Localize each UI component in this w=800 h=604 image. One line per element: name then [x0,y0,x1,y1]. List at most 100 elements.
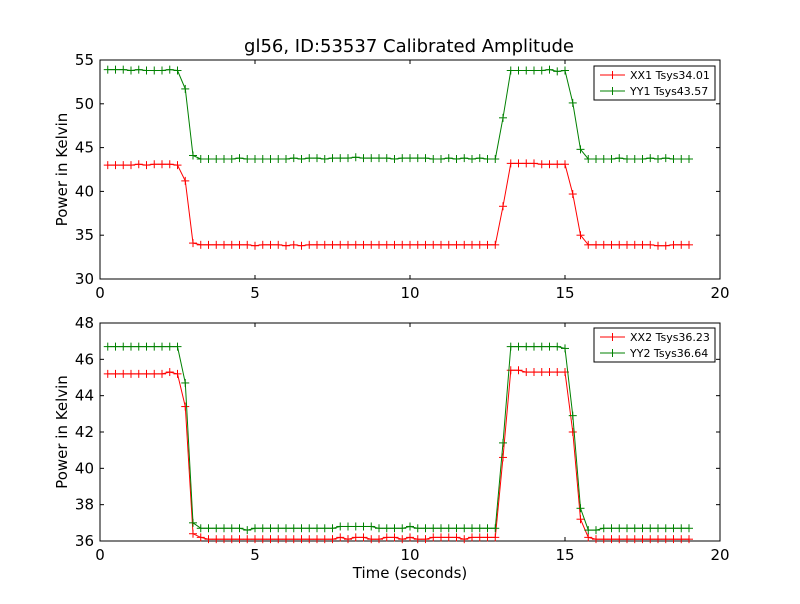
data-point [592,154,600,163]
y-tick-label: 40 [75,459,94,477]
data-point [235,535,244,544]
data-point [220,535,228,544]
data-point [514,159,523,168]
data-point [592,526,600,535]
data-point [274,524,283,533]
data-point [584,526,593,535]
data-point [127,342,135,351]
x-tick-label: 0 [95,284,105,302]
data-point [406,522,414,531]
data-point [251,524,259,533]
data-point [134,65,143,74]
data-point [669,535,678,544]
data-point [421,524,430,533]
data-point [258,154,267,163]
data-point [615,240,624,249]
data-point [530,66,538,75]
data-point [460,524,469,533]
chart-title: gl56, ID:53537 Calibrated Amplitude [244,36,574,57]
legend: XX1 Tsys34.01 YY1 Tsys43.57 [593,65,716,101]
data-point [235,154,244,163]
data-point [506,159,515,168]
data-point [150,66,159,75]
data-point [196,533,205,542]
data-point [491,533,500,542]
data-point [142,342,151,351]
data-point [390,154,399,163]
data-point [305,535,314,544]
data-point [568,428,577,436]
data-point [607,154,616,163]
data-point [227,240,236,249]
data-point [537,160,546,169]
data-point [142,161,151,170]
data-point [274,240,283,249]
y-tick-label: 38 [75,496,94,514]
legend-label: YY2 Tsys36.64 [629,347,708,360]
data-point [165,368,174,377]
data-point [227,154,236,163]
data-point [499,113,507,122]
data-point [243,154,252,163]
data-point [212,524,221,533]
data-point [607,524,616,533]
y-axis-label: Power in Kelvin [53,113,71,227]
data-point [266,535,275,544]
data-point [282,535,290,544]
data-point [119,65,128,74]
data-point [514,366,523,375]
data-point [382,240,391,249]
data-point [258,524,267,533]
data-point [530,159,538,168]
data-point [514,66,523,75]
data-point [475,240,484,249]
data-point [150,160,159,169]
data-point [305,154,314,163]
data-point [576,145,585,154]
data-point [142,66,151,75]
data-point [545,368,554,377]
data-point [297,154,306,163]
x-tick-label: 5 [250,546,260,564]
data-point [615,154,624,163]
data-point [274,535,283,544]
data-point [212,535,221,544]
data-point [181,378,190,387]
data-point [289,535,298,544]
data-point [220,154,228,163]
data-point [514,342,523,351]
data-point [251,535,259,544]
data-point [367,522,376,531]
data-point [313,240,321,249]
data-point [444,533,453,542]
data-point [429,240,438,249]
data-point [328,240,337,249]
data-point [351,153,360,162]
data-point [150,369,159,378]
data-point [305,240,314,249]
data-point [576,515,585,524]
data-point [646,524,655,533]
data-point [158,66,166,75]
data-point [669,524,678,533]
legend: XX2 Tsys36.23 YY2 Tsys36.64 [593,327,716,363]
data-point [351,522,360,531]
data-point [103,342,112,351]
data-point [297,524,306,533]
data-point [661,524,670,533]
data-point [328,524,337,533]
data-point [181,402,190,411]
data-point [444,524,453,533]
data-point [227,524,236,533]
data-point [413,524,422,533]
data-point [561,66,569,75]
data-point [444,240,453,249]
data-point [375,240,383,249]
data-point [313,535,321,544]
data-point [382,524,391,533]
data-point [460,535,469,544]
data-point [677,524,686,533]
data-point [320,535,329,544]
data-point [646,535,655,544]
